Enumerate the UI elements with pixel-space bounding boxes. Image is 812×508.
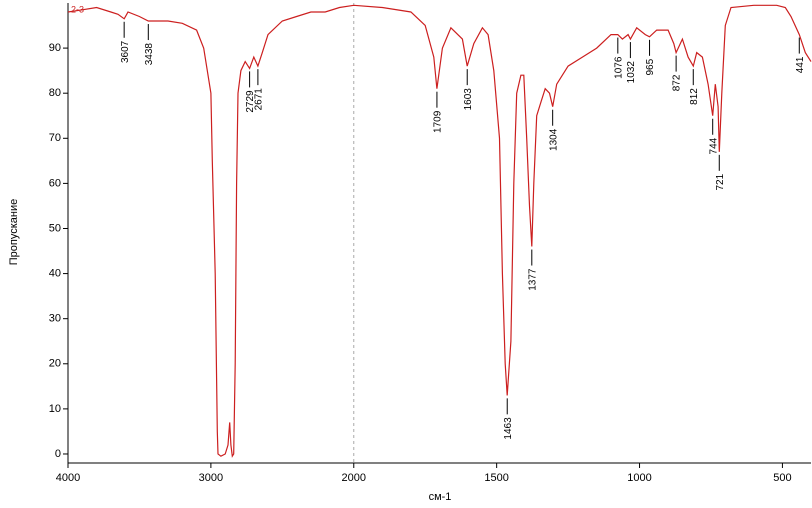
- peak-label: 2671: [254, 88, 265, 111]
- peak-label: 1304: [548, 128, 559, 151]
- x-tick-label: 3000: [199, 472, 223, 484]
- x-tick-label: 500: [773, 472, 791, 484]
- y-tick-label: 10: [49, 403, 61, 415]
- y-tick-label: 50: [49, 222, 61, 234]
- y-axis-title: Пропускание: [8, 199, 20, 265]
- peak-label: 1032: [626, 61, 637, 84]
- peak-label: 744: [708, 137, 719, 154]
- x-tick-label: 4000: [56, 472, 80, 484]
- peak-label: 2729: [245, 90, 256, 113]
- peak-label: 1709: [433, 110, 444, 133]
- y-tick-label: 30: [49, 313, 61, 325]
- peak-label: 1463: [503, 417, 514, 440]
- peak-label: 1076: [613, 56, 624, 79]
- spectrum-line: [67, 4, 812, 458]
- peak-label: 872: [672, 74, 683, 91]
- x-tick-label: 2000: [342, 472, 366, 484]
- x-axis-title: см-1: [429, 491, 452, 503]
- y-tick-label: 60: [49, 177, 61, 189]
- x-tick-label: 1000: [627, 472, 651, 484]
- series-label: 2-3: [71, 4, 84, 14]
- peak-label: 812: [689, 88, 700, 105]
- peak-label: 3607: [120, 40, 131, 63]
- y-tick-label: 40: [49, 267, 61, 279]
- peak-label: 3438: [144, 43, 155, 66]
- y-tick-label: 20: [49, 358, 61, 370]
- peak-label: 965: [645, 58, 656, 75]
- y-tick-label: 80: [49, 87, 61, 99]
- peak-label: 1603: [463, 88, 474, 111]
- y-tick-label: 90: [49, 42, 61, 54]
- peak-label: 1377: [527, 268, 538, 291]
- peak-label: 721: [715, 173, 726, 190]
- x-tick-label: 1500: [484, 472, 508, 484]
- y-tick-label: 70: [49, 132, 61, 144]
- peak-label: 441: [795, 56, 806, 73]
- y-tick-label: 0: [55, 448, 61, 460]
